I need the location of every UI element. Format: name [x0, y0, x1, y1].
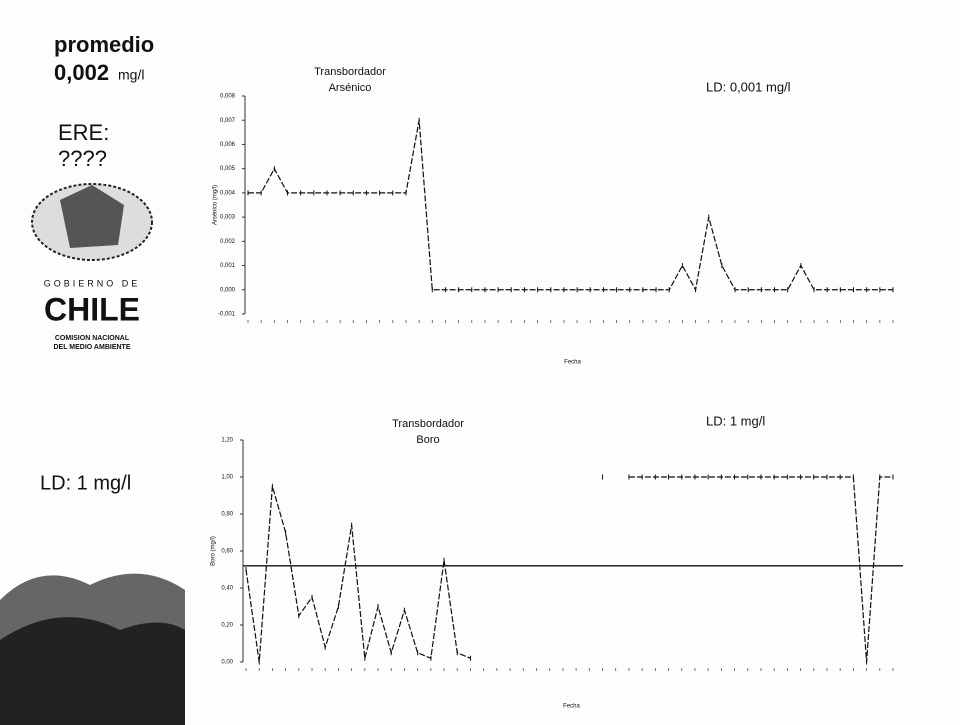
ld-annotation: LD: 0,001 mg/l	[706, 79, 791, 94]
y-tick-label: 0,004	[220, 190, 236, 196]
canvas: promedio 0,002 mg/l ERE: ???? GOBIERNO D…	[0, 0, 960, 725]
ld-left: LD: 1 mg/l	[40, 472, 131, 494]
y-tick-label: 1,00	[221, 475, 233, 481]
y-tick-label: 0,80	[221, 512, 233, 518]
y-tick-label: 1,20	[221, 438, 233, 444]
chart-title: Transbordador	[392, 418, 464, 430]
y-tick-label: 0,20	[221, 623, 233, 629]
y-tick-label: 0,003	[220, 215, 236, 221]
y-tick-label: 0,008	[220, 94, 236, 100]
y-tick-label: 0,007	[220, 118, 236, 124]
data-line	[248, 120, 893, 290]
y-tick-label: 0,006	[220, 142, 236, 148]
y-tick-label: 0,60	[221, 549, 233, 555]
y-tick-label: 0,40	[221, 586, 233, 592]
ere-value: ????	[58, 146, 107, 171]
y-tick-label: 0,000	[220, 287, 236, 293]
slide: promedio 0,002 mg/l ERE: ???? GOBIERNO D…	[0, 0, 960, 725]
data-line	[629, 477, 893, 662]
chart-subtitle: Arsénico	[329, 82, 372, 94]
y-tick-label: 0,00	[221, 660, 233, 666]
logo-line: GOBIERNO DE	[44, 278, 141, 288]
y-tick-label: -0,001	[218, 312, 236, 318]
landscape-shadow	[0, 617, 185, 725]
average-label: promedio	[54, 32, 154, 57]
y-axis-label: Boro (mg/l)	[211, 536, 217, 566]
logo-emblem	[32, 184, 152, 260]
x-axis-label: Fecha	[564, 360, 581, 366]
logo-line: DEL MEDIO AMBIENTE	[53, 344, 130, 351]
average-unit: mg/l	[118, 67, 144, 83]
logo-chile: CHILE	[44, 291, 140, 327]
chart-title: Transbordador	[314, 66, 386, 78]
x-axis-label: Fecha	[563, 704, 580, 710]
landscape-image	[0, 574, 185, 725]
ld-annotation: LD: 1 mg/l	[706, 413, 765, 428]
ere-label: ERE:	[58, 120, 109, 145]
data-line	[246, 486, 470, 662]
average-value: 0,002	[54, 60, 109, 85]
y-tick-label: 0,001	[220, 263, 236, 269]
y-tick-label: 0,002	[220, 239, 236, 245]
y-tick-label: 0,005	[220, 166, 236, 172]
chart-subtitle: Boro	[416, 434, 439, 446]
y-axis-label: Arsénico (mg/l)	[213, 185, 219, 225]
logo-line: COMISION NACIONAL	[55, 335, 130, 342]
